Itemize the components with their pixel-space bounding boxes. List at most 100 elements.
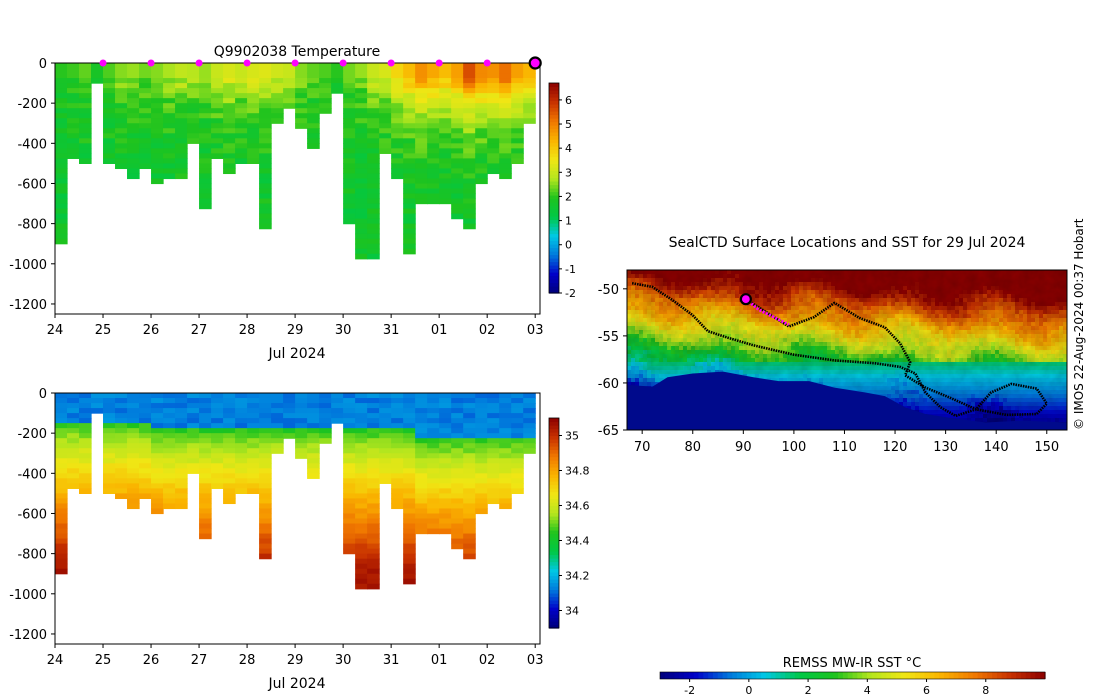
salinity-cell [439, 448, 452, 454]
temperature-cell [343, 133, 356, 139]
temperature-cell [247, 118, 260, 124]
temperature-cell [403, 158, 416, 164]
temperature-cell [163, 153, 176, 159]
salinity-cell [439, 523, 452, 530]
salinity-cell [499, 468, 512, 474]
colorbar-tick-label: 2 [565, 190, 572, 203]
salinity-cell [367, 458, 380, 464]
salinity-cell [355, 443, 368, 449]
temperature-cell [415, 108, 428, 114]
temperature-cell [163, 108, 176, 114]
salinity-panel: 24 25 26 27 28 29 30 31 01 02 030-200-400-600-800-… [9, 387, 589, 692]
temperature-cell [355, 198, 368, 205]
salinity-cell [487, 448, 500, 454]
temperature-cell [451, 118, 464, 124]
temperature-cell [199, 148, 212, 154]
temperature-cell [151, 133, 164, 139]
salinity-cell [259, 438, 272, 444]
temperature-cell [67, 98, 80, 104]
salinity-cell [427, 403, 440, 409]
salinity-cell [295, 443, 308, 449]
salinity-cell [523, 418, 536, 424]
temperature-cell [187, 123, 200, 129]
salinity-cell [223, 463, 236, 469]
temperature-cell [55, 148, 68, 154]
salinity-cell [427, 443, 440, 449]
salinity-plot-frame [54, 392, 541, 645]
salinity-cell [343, 548, 356, 555]
temperature-cell [187, 88, 200, 94]
colorbar-segment [549, 97, 559, 102]
colorbar-segment [549, 118, 559, 123]
temperature-cell [463, 73, 476, 79]
salinity-cell [139, 443, 152, 449]
temperature-cell [511, 63, 524, 69]
temperature-cell [211, 63, 224, 69]
salinity-cell [439, 433, 452, 439]
temperature-cell [391, 93, 404, 99]
salinity-cell [199, 528, 212, 535]
salinity-cell [223, 488, 236, 494]
salinity-cell [163, 423, 176, 429]
salinity-cell [259, 518, 272, 525]
salinity-cell [259, 533, 272, 540]
colorbar-segment [549, 624, 559, 629]
salinity-cell [115, 438, 128, 444]
temperature-cell [259, 98, 272, 104]
salinity-cell [343, 403, 356, 409]
temperature-cell [199, 123, 212, 129]
x-tick-label: 31 [383, 323, 400, 338]
salinity-cell [451, 453, 464, 459]
salinity-cell [415, 483, 428, 489]
colorbar-segment [549, 135, 559, 140]
temperature-cell [391, 78, 404, 84]
temperature-cell [319, 68, 332, 74]
salinity-cell [283, 433, 296, 439]
salinity-cell [343, 513, 356, 520]
temperature-cell [187, 93, 200, 99]
surface-marker [147, 59, 155, 67]
temperature-cell [175, 148, 188, 154]
salinity-cell [355, 448, 368, 454]
temperature-cell [79, 128, 92, 134]
salinity-cell [259, 428, 272, 434]
temperature-cell [451, 168, 464, 175]
temperature-cell [235, 68, 248, 74]
salinity-cell [127, 458, 140, 464]
temperature-cell [199, 63, 212, 69]
temperature-cell [439, 88, 452, 94]
salinity-cell [439, 463, 452, 469]
temperature-cell [79, 83, 92, 89]
temperature-cell [379, 118, 392, 124]
temperature-cell [391, 118, 404, 124]
salinity-cell [139, 438, 152, 444]
salinity-cell [55, 393, 68, 399]
salinity-cell [451, 498, 464, 505]
temperature-cell [403, 113, 416, 119]
temperature-cell [451, 73, 464, 79]
salinity-cell [151, 453, 164, 459]
temperature-cell [415, 138, 428, 144]
salinity-cell [235, 478, 248, 484]
colorbar-segment [549, 533, 559, 538]
salinity-cell [451, 483, 464, 489]
salinity-cell [139, 393, 152, 399]
temperature-cell [439, 113, 452, 119]
salinity-cell [463, 523, 476, 530]
salinity-cell [175, 458, 188, 464]
temperature-cell [451, 163, 464, 170]
temperature-cell [355, 238, 368, 245]
temperature-cell [427, 98, 440, 104]
salinity-cell [247, 408, 260, 414]
temperature-cell [343, 158, 356, 164]
salinity-cell [343, 443, 356, 449]
salinity-cell [475, 503, 488, 510]
salinity-cell [523, 443, 536, 449]
colorbar-tick-label: -1 [565, 263, 576, 276]
salinity-cell [127, 483, 140, 489]
salinity-cell [175, 438, 188, 444]
salinity-cell [427, 438, 440, 444]
temperature-cell [367, 153, 380, 159]
salinity-cell [415, 438, 428, 444]
temperature-cell [427, 133, 440, 139]
